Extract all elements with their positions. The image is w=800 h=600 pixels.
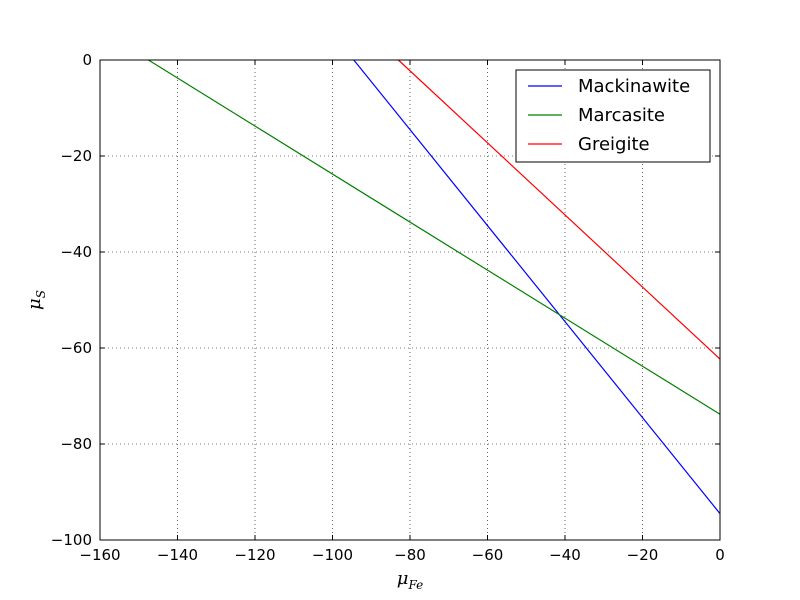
x-tick-label: −120 xyxy=(234,546,275,564)
legend-label-greigite: Greigite xyxy=(578,134,650,155)
x-tick-label: 0 xyxy=(715,546,725,564)
x-axis-label-base: μ xyxy=(397,568,409,589)
y-tick-label: −20 xyxy=(60,147,92,165)
y-tick-label: −80 xyxy=(60,435,92,453)
y-tick-label: −100 xyxy=(51,531,92,549)
legend-label-mackinawite: Mackinawite xyxy=(578,76,690,97)
y-axis-label: μS xyxy=(24,290,48,310)
x-tick-label: −40 xyxy=(549,546,581,564)
x-tick-label: −160 xyxy=(79,546,120,564)
x-tick-label: −60 xyxy=(472,546,504,564)
legend: Mackinawite Marcasite Greigite xyxy=(515,69,711,163)
y-axis-label-sub: S xyxy=(34,290,48,298)
data-series xyxy=(148,59,721,514)
x-tick-label: −80 xyxy=(394,546,426,564)
series-line-marcasite xyxy=(148,59,721,415)
x-axis-label: μFe xyxy=(397,568,423,592)
x-axis-label-sub: Fe xyxy=(407,578,423,592)
x-tick-label: −20 xyxy=(627,546,659,564)
tick-labels: −160 −140 −120 −100 −80 −60 −40 −20 0 −100 −80 −60 −… xyxy=(51,51,725,564)
series-line-greigite xyxy=(397,59,721,360)
y-tick-label: −60 xyxy=(60,339,92,357)
x-tick-label: −140 xyxy=(157,546,198,564)
x-tick-label: −100 xyxy=(312,546,353,564)
ticks xyxy=(99,59,721,541)
legend-label-marcasite: Marcasite xyxy=(578,105,665,126)
y-tick-label: 0 xyxy=(82,51,92,69)
y-axis-label-base: μ xyxy=(24,298,45,310)
series-line-mackinawite xyxy=(353,59,721,514)
legend-box xyxy=(515,69,711,163)
y-tick-label: −40 xyxy=(60,243,92,261)
